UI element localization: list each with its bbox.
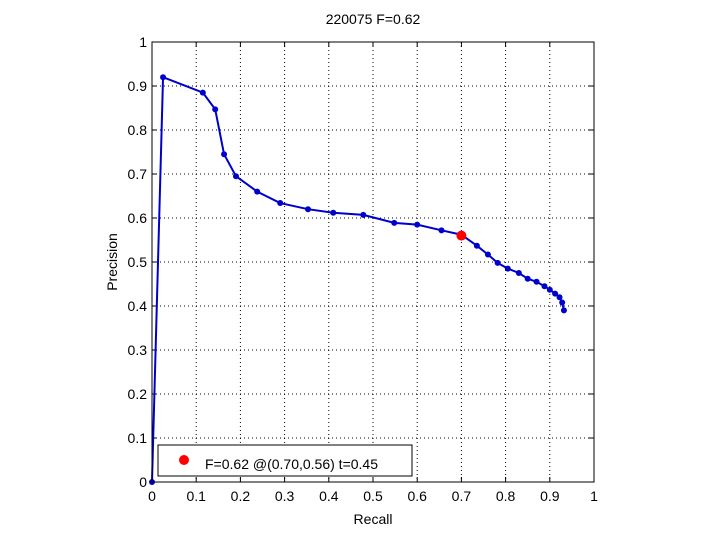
data-point [438,227,445,234]
y-tick-label: 0 [139,474,147,490]
y-axis-label: Precision [104,233,120,291]
data-point [556,294,563,301]
data-point [541,283,548,290]
data-point [414,221,421,228]
data-point [484,251,491,258]
y-tick-label: 0.5 [128,254,148,270]
x-tick-label: 0.1 [186,488,206,504]
y-tick-label: 0.4 [128,298,148,314]
chart-title: 220075 F=0.62 [326,11,421,27]
data-point [277,200,284,207]
legend: F=0.62 @(0.70,0.56) t=0.45 [157,444,413,477]
x-tick-labels: 0 0.1 0.2 0.3 0.4 0.5 0.6 0.7 0.8 0.9 1 [148,488,598,504]
y-tick-label: 0.6 [128,210,148,226]
data-point [221,151,228,158]
x-axis-label: Recall [354,511,393,527]
y-tick-label: 0.7 [128,166,148,182]
x-tick-label: 0.2 [231,488,251,504]
y-tick-label: 0.3 [128,342,148,358]
y-tick-label: 0.1 [128,430,148,446]
y-tick-label: 0.8 [128,122,148,138]
x-tick-label: 0.5 [363,488,383,504]
best-f-point [456,230,467,241]
data-point [391,219,398,226]
data-point [360,211,367,218]
x-tick-label: 0.8 [496,488,516,504]
x-tick-label: 0.7 [452,488,472,504]
x-tick-label: 0.4 [319,488,339,504]
y-tick-label: 0.2 [128,386,148,402]
data-point [160,74,167,81]
grid [152,42,594,482]
data-point [494,259,501,266]
x-tick-label: 0.9 [540,488,560,504]
x-tick-label: 0.3 [275,488,295,504]
data-points [149,74,567,485]
y-tick-label: 0.9 [128,78,148,94]
legend-label: F=0.62 @(0.70,0.56) t=0.45 [205,456,378,472]
x-tick-label: 0.6 [407,488,427,504]
data-point [559,299,566,306]
data-point [305,206,312,213]
data-point [232,173,239,180]
data-point [552,290,559,297]
data-point [212,106,219,113]
data-point [515,270,522,276]
y-tick-labels: 0 0.1 0.2 0.3 0.4 0.5 0.6 0.7 0.8 0.9 1 [128,34,148,490]
data-point [546,286,553,293]
data-point [330,209,337,216]
y-tick-label: 1 [139,34,147,50]
precision-recall-line [151,75,565,483]
data-point [504,265,511,272]
legend-marker [179,455,189,465]
legend-box [157,444,413,477]
x-tick-label: 1 [590,488,598,504]
x-tick-label: 0 [148,488,156,504]
data-point [473,242,480,249]
data-point [524,275,531,282]
plot-frame [151,41,595,483]
data-point [533,278,540,285]
data-point [254,188,261,195]
data-point [560,307,567,314]
data-point [199,89,206,96]
